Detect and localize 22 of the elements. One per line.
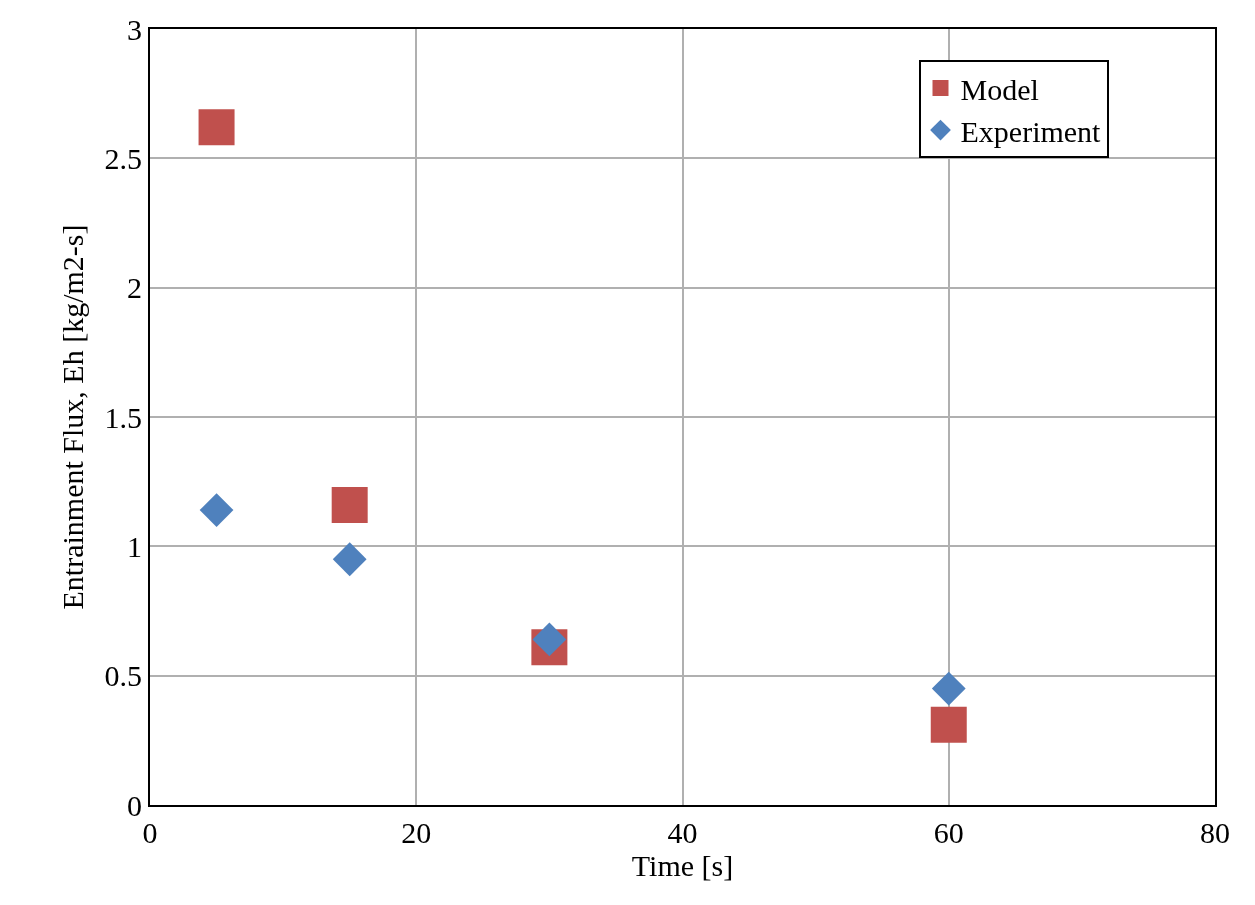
point [199,493,234,528]
point [930,706,967,743]
x-axis-title: Time [s] [631,849,734,882]
point [198,109,235,146]
x-tick-label: 40 [667,816,698,849]
point [332,542,367,577]
y-tick-label: 1.5 [104,400,142,434]
x-tick-label: 60 [933,816,964,849]
point [931,671,966,706]
y-tick-label: 0.5 [104,659,142,693]
legend-label: Experiment [960,114,1102,148]
x-tick-label: 80 [1200,816,1230,849]
legend-label: Model [960,72,1039,106]
y-tick-label: 0 [127,788,142,822]
point [532,622,567,657]
point [331,486,368,523]
y-tick-label: 2.5 [104,141,142,175]
y-tick-label: 3 [127,12,142,46]
y-tick-label: 2 [127,271,142,305]
y-tick-label: 1 [127,529,142,563]
x-tick-label: 20 [401,816,432,849]
y-axis-title: Entrainment Flux, Eh [kg/m2-s] [56,224,89,610]
